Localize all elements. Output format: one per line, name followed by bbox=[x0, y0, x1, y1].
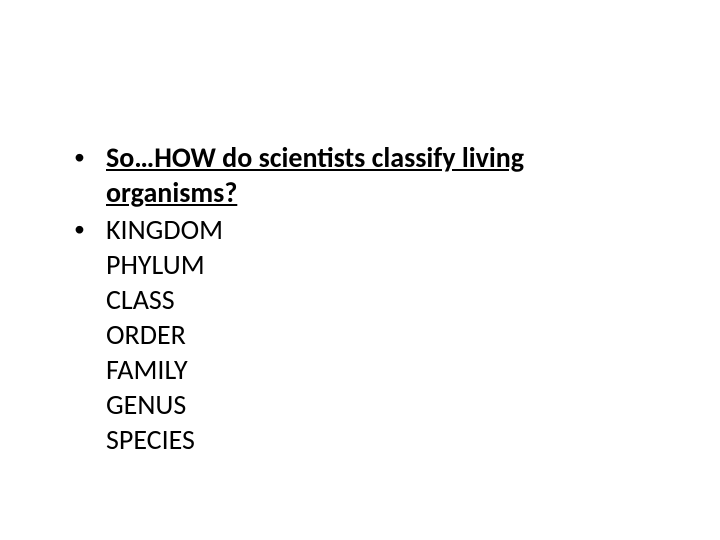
heading-text: So…HOW do scientists classify living org… bbox=[106, 140, 524, 210]
bullet-taxonomy-ranks: KINGDOM PHYLUM CLASS ORDER FAMILY GENUS … bbox=[60, 212, 660, 457]
rank-family: FAMILY bbox=[106, 352, 660, 387]
rank-genus: GENUS bbox=[106, 387, 660, 422]
bullet-heading: So…HOW do scientists classify living org… bbox=[60, 140, 660, 210]
rank-class: CLASS bbox=[106, 282, 660, 317]
slide-bullet-list: So…HOW do scientists classify living org… bbox=[60, 140, 660, 457]
rank-species: SPECIES bbox=[106, 422, 660, 457]
rank-kingdom: KINGDOM bbox=[106, 212, 660, 247]
rank-order: ORDER bbox=[106, 317, 660, 352]
rank-phylum: PHYLUM bbox=[106, 247, 660, 282]
